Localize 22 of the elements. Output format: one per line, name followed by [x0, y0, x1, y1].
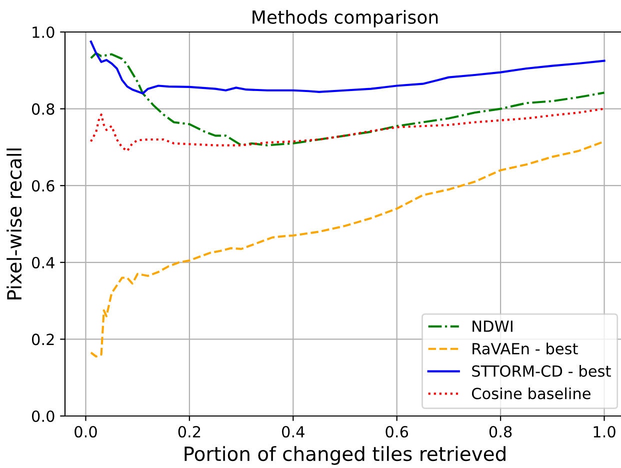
- line-series: [90, 108, 606, 152]
- legend-label: Cosine baseline: [472, 387, 590, 400]
- chart-title: Methods comparison: [252, 10, 438, 28]
- y-tick-label: 0.2: [32, 334, 54, 346]
- line-series: [90, 40, 606, 94]
- line-series: [90, 52, 606, 146]
- x-tick-label: 1.0: [594, 426, 616, 438]
- legend-label: STTORM-CD - best: [472, 365, 611, 377]
- y-tick-label: 0.0: [32, 410, 54, 422]
- y-tick-label: 0.8: [32, 103, 54, 115]
- y-tick-label: 0.4: [32, 256, 54, 268]
- x-axis-title: Portion of changed tiles retrieved: [184, 446, 506, 465]
- y-tick-label: 1.0: [32, 26, 54, 38]
- x-tick-label: 0.4: [282, 426, 304, 438]
- legend-label: RaVAEn - best: [472, 342, 578, 354]
- x-tick-label: 0.0: [74, 426, 97, 438]
- y-axis-title: Pixel-wise recall: [6, 148, 22, 300]
- x-tick-label: 0.8: [489, 426, 512, 438]
- y-tick-label: 0.6: [32, 180, 54, 192]
- legend-label: NDWI: [472, 320, 512, 332]
- x-tick-label: 0.6: [386, 426, 408, 438]
- x-tick-label: 0.2: [178, 426, 200, 438]
